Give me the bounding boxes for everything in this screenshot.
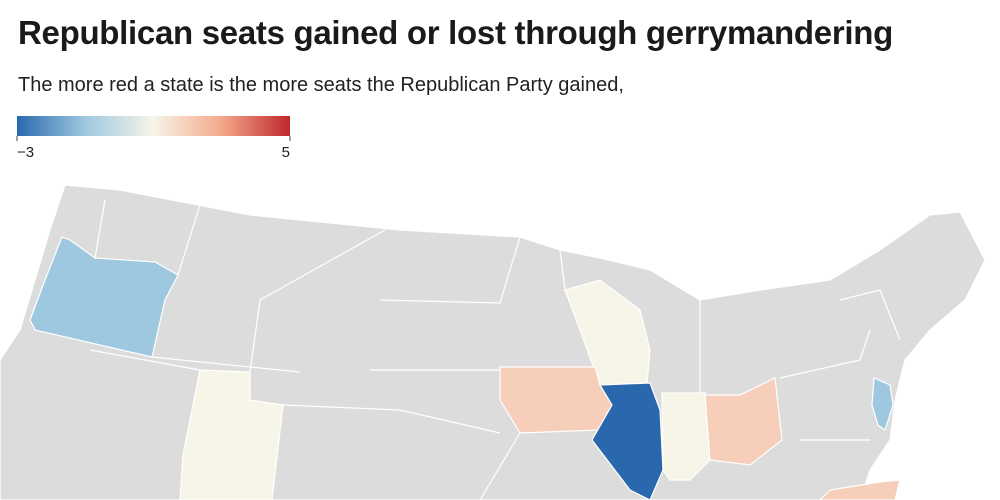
state xyxy=(499,366,613,434)
state xyxy=(661,392,711,481)
title: Republican seats gained or lost through … xyxy=(18,14,893,51)
state xyxy=(819,479,901,500)
legend-bar xyxy=(17,116,290,136)
subtitle: The more red a state is the more seats t… xyxy=(18,74,624,96)
state xyxy=(871,377,894,431)
state xyxy=(704,377,783,466)
state xyxy=(591,382,664,500)
state xyxy=(179,369,284,500)
legend-tick-label: 5 xyxy=(282,144,290,161)
state xyxy=(564,279,651,386)
state xyxy=(29,236,179,358)
legend-tick-label: −3 xyxy=(17,144,34,161)
